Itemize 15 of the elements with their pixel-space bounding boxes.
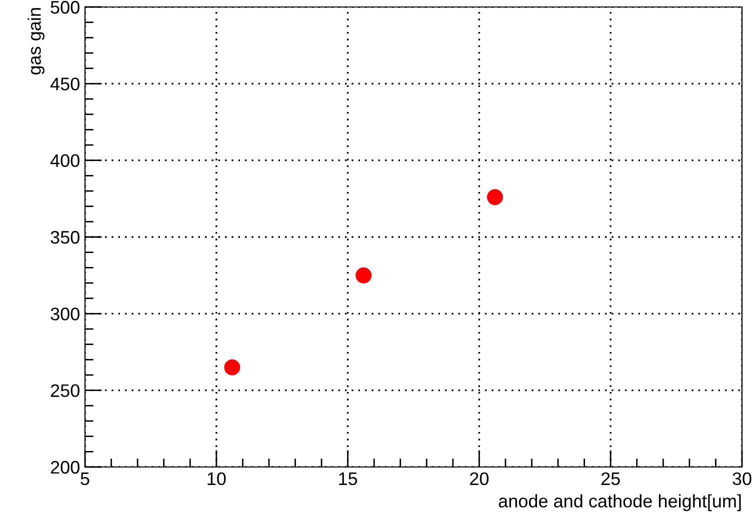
y-tick-label: 300 — [50, 308, 80, 320]
y-tick-label: 250 — [50, 384, 80, 398]
x-tick-label: 30 — [732, 472, 752, 486]
x-tick-label: 15 — [339, 472, 358, 486]
y-tick-label: 500 — [50, 0, 80, 14]
x-tick-label: 20 — [470, 472, 489, 486]
x-tick-label: 10 — [208, 472, 226, 486]
x-axis-title: anode and cathode height[um] — [498, 494, 741, 512]
y-tick-label: 350 — [50, 230, 80, 244]
x-tick-label: 5 — [80, 472, 90, 486]
y-tick-label: 400 — [50, 154, 80, 168]
y-tick-label: 450 — [50, 78, 80, 90]
x-tick-label: 25 — [601, 472, 620, 486]
y-tick-label: 200 — [50, 460, 80, 474]
y-axis-title: gas gain — [28, 8, 44, 74]
